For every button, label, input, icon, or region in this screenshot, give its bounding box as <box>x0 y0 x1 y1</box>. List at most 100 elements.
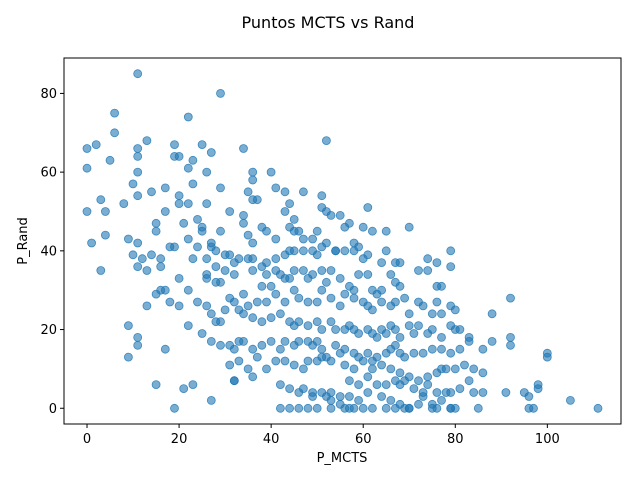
data-point <box>271 183 281 193</box>
data-point <box>170 151 179 161</box>
data-point <box>262 270 271 279</box>
data-point <box>331 246 341 256</box>
data-point <box>151 226 161 236</box>
data-point <box>271 234 281 244</box>
data-point <box>386 395 396 405</box>
data-point <box>478 344 488 354</box>
data-point <box>340 344 350 354</box>
data-point <box>229 376 239 386</box>
data-point <box>216 226 225 236</box>
data-point <box>418 392 428 401</box>
data-point <box>321 238 331 248</box>
data-point <box>262 364 271 374</box>
data-point <box>524 392 534 401</box>
data-point <box>335 210 345 220</box>
data-point <box>446 388 456 397</box>
data-point <box>427 309 437 319</box>
data-point <box>460 360 469 370</box>
data-point <box>418 301 428 311</box>
data-point <box>193 242 202 252</box>
data-point <box>266 167 276 177</box>
data-point <box>381 380 391 390</box>
x-axis-label: P_MCTS <box>317 451 368 466</box>
data-point <box>455 384 465 394</box>
data-point <box>437 332 446 342</box>
data-point <box>409 348 419 358</box>
data-point <box>183 112 193 122</box>
data-point <box>248 175 258 185</box>
data-point <box>216 89 225 98</box>
data-point <box>317 285 327 295</box>
data-point <box>262 226 271 236</box>
data-point <box>321 136 331 146</box>
data-point <box>363 348 373 358</box>
data-point <box>137 254 147 264</box>
data-point <box>266 336 276 346</box>
data-point <box>418 348 428 358</box>
data-point <box>317 266 327 275</box>
data-point <box>298 246 308 256</box>
data-point <box>358 356 368 366</box>
data-point <box>280 356 290 366</box>
data-point <box>340 360 350 370</box>
data-point <box>400 352 410 362</box>
x-tick-label: 0 <box>83 432 91 447</box>
data-point <box>271 356 281 366</box>
data-point <box>326 266 336 275</box>
data-point <box>363 388 373 397</box>
data-point <box>312 317 322 327</box>
data-point <box>326 210 336 220</box>
data-point <box>400 376 410 386</box>
data-point <box>381 403 391 413</box>
data-point <box>326 395 336 405</box>
data-point <box>303 297 313 307</box>
data-point <box>432 258 442 268</box>
data-point <box>156 254 166 264</box>
data-point <box>216 277 225 287</box>
data-point <box>423 372 433 382</box>
data-point <box>91 140 101 150</box>
data-point <box>506 332 515 342</box>
data-point <box>188 254 198 264</box>
data-point <box>395 332 405 342</box>
data-point <box>390 340 400 350</box>
data-point <box>326 403 336 413</box>
x-axis-ticks: 0 20 40 60 80 100 <box>83 424 560 447</box>
data-point <box>317 352 327 362</box>
data-point <box>183 234 193 244</box>
data-point <box>386 270 396 279</box>
data-point <box>133 191 143 201</box>
data-point <box>225 207 235 216</box>
data-point <box>437 395 446 405</box>
data-point <box>335 273 345 283</box>
data-point <box>464 376 474 386</box>
data-point <box>478 368 488 378</box>
data-point <box>317 191 327 201</box>
data-point <box>450 364 460 374</box>
data-point <box>593 403 603 413</box>
data-point <box>275 344 285 354</box>
data-point <box>133 151 143 161</box>
data-point <box>193 214 202 224</box>
data-point <box>390 297 400 307</box>
data-point <box>312 336 322 346</box>
data-point <box>202 199 212 209</box>
data-point <box>202 273 212 283</box>
data-point <box>294 388 304 397</box>
data-point <box>423 380 433 390</box>
data-point <box>464 336 474 346</box>
data-point <box>174 191 184 201</box>
data-point <box>354 329 364 338</box>
x-tick-label: 20 <box>171 432 188 447</box>
data-point <box>197 329 207 338</box>
data-point <box>367 403 377 413</box>
data-point <box>363 270 373 279</box>
data-point <box>183 285 193 295</box>
data-point <box>533 384 543 394</box>
data-point <box>229 297 239 307</box>
data-point <box>377 360 387 370</box>
data-point <box>239 289 248 299</box>
data-point <box>202 301 212 311</box>
data-point <box>312 403 322 413</box>
data-point <box>133 144 143 153</box>
